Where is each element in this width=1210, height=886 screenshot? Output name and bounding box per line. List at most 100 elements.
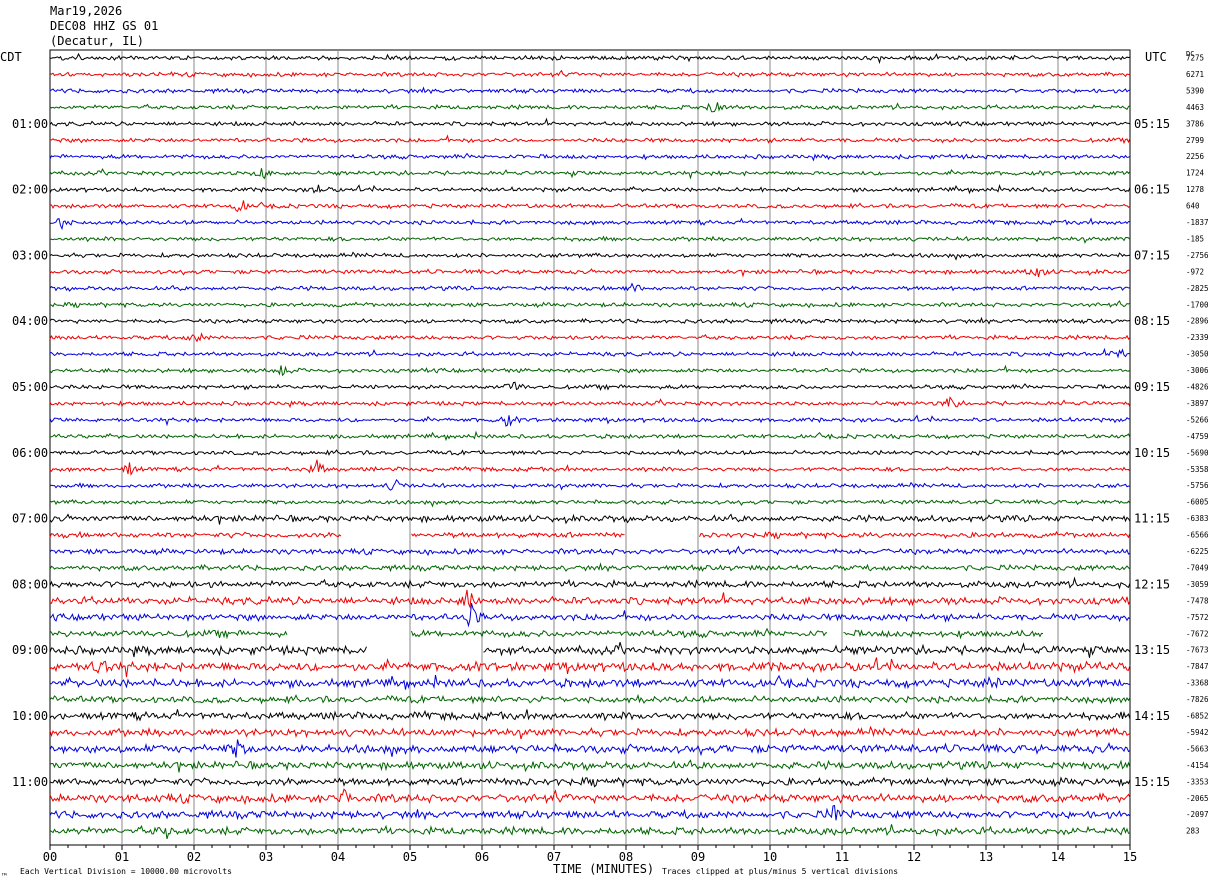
trace-32: [49, 562, 1131, 573]
trace-6: [49, 134, 1131, 145]
trace-27: [49, 478, 1131, 491]
dc-offset-header: DC: [1186, 50, 1195, 58]
dc-offset-value: -6852: [1186, 712, 1209, 721]
dc-offset-value: -7572: [1186, 613, 1209, 622]
dc-offset-value: -4759: [1186, 432, 1209, 441]
dc-offset-value: -2756: [1186, 251, 1209, 260]
x-tick-label: 06: [475, 850, 489, 864]
trace-21: [49, 381, 1131, 391]
dc-offset-value: -5663: [1186, 744, 1209, 753]
dc-offset-value: -7847: [1186, 662, 1209, 671]
dc-offset-value: -5756: [1186, 481, 1209, 490]
x-tick-label: 09: [691, 850, 705, 864]
right-hour-label: 11:15: [1134, 512, 1170, 526]
dc-offset-value: -5942: [1186, 728, 1209, 737]
left-hour-label: 03:00: [12, 248, 48, 262]
x-tick-label: 03: [259, 850, 273, 864]
trace-4: [49, 102, 1131, 113]
dc-offset-value: -3006: [1186, 366, 1209, 375]
dc-offset-value: 3786: [1186, 119, 1205, 128]
trace-9: [49, 183, 1131, 195]
trace-37: [49, 642, 1131, 658]
x-tick-label: 04: [331, 850, 345, 864]
x-tick-label: 12: [907, 850, 921, 864]
time-axis: 00 01 02 03 04 05 06 07 08 09 10 11 12 13 14 15: [43, 845, 1137, 864]
dc-offset-value: 4463: [1186, 103, 1204, 112]
trace-48: [49, 824, 1131, 840]
dc-offset-value: 1278: [1186, 185, 1205, 194]
dc-offset-value: -2825: [1186, 284, 1209, 293]
trace-19: [50, 347, 1131, 359]
trace-14: [49, 268, 1131, 278]
dc-offset-value: -7826: [1186, 695, 1209, 704]
x-tick-label: 08: [619, 850, 633, 864]
right-hour-label: 06:15: [1134, 183, 1170, 197]
dc-offset-value: -2097: [1186, 810, 1209, 819]
trace-38: [49, 657, 1131, 678]
dc-offset-value: 2256: [1186, 152, 1205, 161]
trace-41: [49, 709, 1131, 722]
right-hour-label: 15:15: [1134, 775, 1170, 789]
trace-7: [49, 152, 1131, 162]
dc-offset-value: -3897: [1186, 399, 1209, 408]
trace-11: [49, 217, 1131, 231]
dc-offset-value: -1700: [1186, 300, 1209, 309]
right-hour-label: 14:15: [1134, 709, 1170, 723]
trace-8: [49, 167, 1131, 180]
dc-offset-value: -4154: [1186, 761, 1209, 770]
right-hour-labels: 05:15 06:15 07:15 08:15 09:15 10:15 11:15 12:15…: [1134, 117, 1170, 789]
left-timezone-label: CDT: [0, 50, 22, 64]
x-tick-label: 11: [835, 850, 849, 864]
station-location: (Decatur, IL): [50, 34, 144, 48]
trace-13: [49, 251, 1131, 261]
x-tick-label: 10: [763, 850, 777, 864]
trace-46: [49, 788, 1131, 806]
right-timezone-label: UTC: [1145, 50, 1167, 64]
left-hour-label: 05:00: [12, 380, 48, 394]
dc-offset-value: -6383: [1186, 514, 1209, 523]
left-hour-labels: 01:00 02:00 03:00 04:00 05:00 06:00 07:00 08:00…: [12, 117, 48, 789]
right-hour-label: 09:15: [1134, 380, 1170, 394]
dc-offset-value: 5390: [1186, 86, 1205, 95]
left-hour-label: 10:00: [12, 709, 48, 723]
dc-offset-value: 6271: [1186, 70, 1204, 79]
trace-42: [49, 725, 1131, 740]
trace-15: [49, 282, 1131, 293]
dc-offset-value: 7275: [1186, 54, 1204, 63]
left-hour-label: 09:00: [12, 643, 48, 657]
x-tick-label: 15: [1123, 850, 1137, 864]
trace-35: [49, 602, 1131, 628]
trace-1: [50, 52, 1131, 65]
trace-45: [49, 776, 1131, 789]
trace-31: [49, 545, 1131, 557]
left-hour-label: 07:00: [12, 512, 48, 526]
dc-offset-value: -6225: [1186, 547, 1209, 556]
dc-offset-value: -3059: [1186, 580, 1209, 589]
trace-39: [50, 674, 1131, 690]
dc-offset-value: -2339: [1186, 333, 1209, 342]
dc-offset-value: -1837: [1186, 218, 1209, 227]
right-hour-label: 05:15: [1134, 117, 1170, 131]
left-hour-label: 08:00: [12, 577, 48, 591]
clipping-note: Traces clipped at plus/minus 5 vertical …: [662, 867, 899, 876]
dc-offset-value: 283: [1186, 827, 1200, 836]
left-hour-label: 11:00: [12, 775, 48, 789]
x-tick-label: 02: [187, 850, 201, 864]
dc-offset-value: -4826: [1186, 383, 1209, 392]
trace-40: [49, 693, 1131, 705]
left-hour-label: 01:00: [12, 117, 48, 131]
seismic-traces: [49, 52, 1131, 840]
right-hour-label: 08:15: [1134, 314, 1170, 328]
trace-43: [49, 739, 1131, 758]
dc-offset-labels: 7275 6271 5390 4463 3786 2799 2256 1724 1278 640 -…: [1186, 54, 1209, 836]
dc-offset-value: -3353: [1186, 777, 1209, 786]
trace-33: [49, 576, 1131, 590]
dc-offset-value: -3368: [1186, 679, 1209, 688]
dc-offset-value: -2896: [1186, 317, 1209, 326]
left-hour-label: 02:00: [12, 183, 48, 197]
station-code: DEC08 HHZ GS 01: [50, 19, 159, 33]
x-tick-label: 14: [1051, 850, 1065, 864]
dc-offset-value: -3050: [1186, 350, 1209, 359]
x-tick-label: 00: [43, 850, 57, 864]
plot-date: Mar19,2026: [50, 4, 123, 18]
